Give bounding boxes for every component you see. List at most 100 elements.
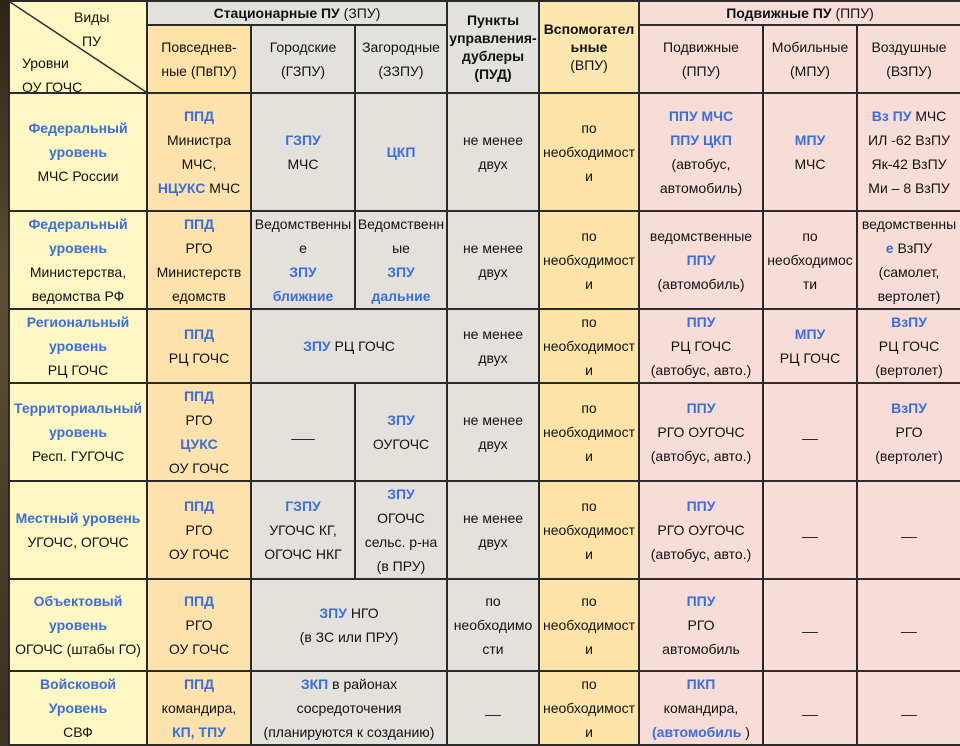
- cell-line: (в ПРУ): [376, 558, 426, 574]
- cell-zzpu: ЗПУ ОУГОЧС: [354, 382, 448, 482]
- cell-line: необходимос: [767, 252, 853, 268]
- cell-ppu: ППУ РГО ОУГОЧС (автобус, авто.): [638, 382, 764, 482]
- cell-line: МЧС,: [181, 156, 217, 172]
- cell-line: Ми – 8 ВзПУ: [868, 180, 950, 196]
- level-body: Министерства, ведомства РФ: [29, 264, 127, 304]
- cell-line: е ВзПУ: [859, 236, 959, 260]
- cell-line: ППУ: [686, 593, 716, 609]
- cell-vzpu: __: [855, 480, 960, 580]
- level-name: Федеральный уровень: [28, 120, 128, 160]
- cell-line: __: [901, 617, 917, 633]
- cell-line: Министерств: [156, 264, 242, 280]
- cell-ppu: ППУ РЦ ГОЧС (автобус, авто.): [638, 308, 764, 384]
- table-row: Местный уровень УГОЧС, ОГОЧС ППД РГО ОУ ГОЧС…: [8, 480, 960, 580]
- cell-line: __: [901, 700, 917, 716]
- cell-vpu: по необходимост и: [538, 308, 640, 384]
- cell-line: ППД: [183, 498, 215, 514]
- cell-line: РГО: [185, 240, 213, 256]
- cell-line: ППУ: [686, 400, 716, 416]
- cell-text: в районах: [332, 676, 398, 692]
- corner-label-pu: ПУ: [82, 33, 101, 49]
- cell-vpu: по необходимост и: [538, 480, 640, 580]
- level-cell: Федеральный уровень МЧС России: [8, 92, 148, 212]
- header-gzpu: Городские (ГЗПУ): [250, 24, 356, 94]
- cell-line: (автобус,: [671, 156, 731, 172]
- cell-line: ППУ ЦКП: [670, 132, 732, 148]
- level-body: УГОЧС, ОГОЧС: [27, 534, 129, 550]
- cell-line: (автобус, авто.): [650, 362, 752, 378]
- cell-line: ближние: [272, 288, 334, 304]
- cell-mpu: __: [762, 382, 858, 482]
- cell-line: ПКП: [686, 676, 716, 692]
- cell-line: ые: [392, 240, 410, 256]
- cell-vzpu: __: [855, 578, 960, 672]
- vpu-text: по необходимост и: [543, 400, 635, 464]
- cell-line: (планируются к созданию): [263, 724, 435, 740]
- cell-vzpu: ВзПУ РЦ ГОЧС (вертолет): [855, 308, 960, 384]
- level-name: Федеральный уровень: [28, 216, 128, 256]
- cell-pud: не менее двух: [446, 382, 540, 482]
- cell-line: ЗПУ: [387, 486, 415, 502]
- cell-line: __: [901, 522, 917, 538]
- level-name: Объектовый уровень: [33, 593, 123, 633]
- header-zzpu: Загородные (ЗЗПУ): [354, 24, 448, 94]
- cell-line: сельс. р-на: [364, 534, 438, 550]
- vpu-text: по необходимост и: [543, 676, 635, 740]
- cell-line: ОГОЧС: [377, 510, 425, 526]
- cell-gzpu: ГЗПУ УГОЧС КГ, ОГОЧС НКГ: [250, 480, 356, 580]
- cell-line: Як-42 ВзПУ: [871, 156, 947, 172]
- cell-line: КП, ТПУ: [172, 724, 226, 740]
- level-name: Территориальный уровень: [13, 400, 143, 440]
- cell-ppu: ППУ РГО ОУГОЧС (автобус, авто.): [638, 480, 764, 580]
- cell-line: ППД: [183, 216, 215, 232]
- cell-line: РЦ ГОЧС: [670, 338, 732, 354]
- cell-line: ведомственны: [861, 216, 957, 232]
- header-stationary: Стационарные ПУ (ЗПУ): [146, 0, 448, 26]
- cell-line: ОГОЧС НКГ: [264, 546, 342, 562]
- cell-line: Ведомственны: [254, 216, 352, 232]
- cell-text: МЧС: [209, 180, 241, 196]
- vpu-text: по необходимост и: [543, 228, 635, 292]
- cell-line: вертолет): [877, 288, 941, 304]
- cell-gzpu: Ведомственны е ЗПУ ближние: [250, 210, 356, 310]
- corner-label-kinds: Виды: [74, 9, 110, 25]
- cell-vzpu: Вз ПУ МЧС ИЛ -62 ВзПУ Як-42 ВзПУ Ми – 8 ВзП…: [855, 92, 960, 212]
- table-row: Федеральный уровень Министерства, ведомст…: [8, 210, 960, 310]
- cell-line: ОУ ГОЧС: [168, 546, 230, 562]
- cell-accent: НЦУКС: [157, 180, 206, 196]
- cell-line: ти: [802, 276, 818, 292]
- cell-line: ГЗПУ: [285, 498, 321, 514]
- cell-accent: е: [885, 240, 894, 256]
- level-name: Региональный уровень: [26, 314, 130, 354]
- cell-line: ЦКП: [386, 144, 416, 160]
- level-body: Респ. ГУГОЧС: [31, 448, 125, 464]
- cell-pvpu: ППД РЦ ГОЧС: [146, 308, 252, 384]
- cell-line: по: [802, 228, 818, 244]
- diagonal-divider: [11, 3, 145, 91]
- header-corner: Виды ПУ Уровни ОУ ГОЧС: [8, 0, 148, 94]
- pud-text: __: [485, 700, 501, 716]
- cell-line: РЦ ГОЧС: [779, 350, 841, 366]
- cell-accent: ЗКП: [300, 676, 329, 692]
- cell-line: РГО ОУГОЧС: [657, 424, 745, 440]
- header-pud: Пункты управления- дублеры (ПУД): [446, 0, 540, 94]
- control-points-table: Виды ПУ Уровни ОУ ГОЧС Стационарные ПУ (…: [8, 0, 960, 746]
- header-mpu: Мобильные (МПУ): [762, 24, 858, 94]
- cell-accent: Вз ПУ: [871, 108, 912, 124]
- cell-line: (в ЗС или ПРУ): [299, 629, 399, 645]
- corner-label-ou: ОУ ГОЧС: [22, 79, 83, 93]
- level-cell: Объектовый уровень ОГОЧС (штабы ГО): [8, 578, 148, 672]
- level-cell: Местный уровень УГОЧС, ОГОЧС: [8, 480, 148, 580]
- header-vzpu: Воздушные (ВЗПУ): [855, 24, 960, 94]
- cell-line: ВзПУ: [891, 400, 927, 416]
- cell-pud: не менее двух: [446, 308, 540, 384]
- cell-line: (автомобиль): [657, 276, 745, 292]
- cell-line: РГО: [687, 617, 715, 633]
- header-pvpu: Повседнев- ные (ПвПУ): [146, 24, 252, 94]
- cell-line: ЗКП в районах: [253, 673, 445, 696]
- cell-line: ИЛ -62 ВзПУ: [868, 132, 950, 148]
- cell-line: ППД: [183, 676, 215, 692]
- cell-line: е: [299, 240, 307, 256]
- pud-text: не менее двух: [462, 412, 524, 452]
- cell-line: ППД: [183, 108, 215, 124]
